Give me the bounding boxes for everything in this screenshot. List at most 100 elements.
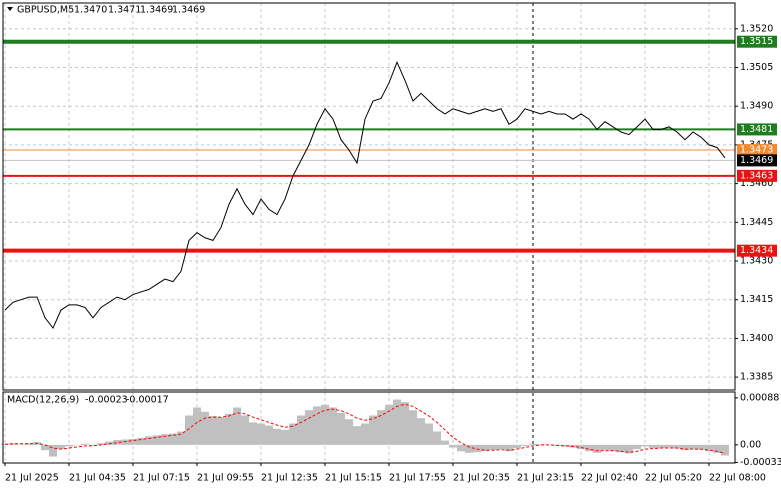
macd-bar — [401, 402, 409, 445]
level-label-box — [737, 144, 777, 157]
y-tick-label: 1.3505 — [740, 62, 773, 73]
macd-bar — [393, 399, 401, 445]
x-tick-label: 21 Jul 17:55 — [389, 473, 446, 484]
level-label-box — [737, 154, 777, 167]
macd-bar — [105, 441, 113, 445]
macd-bar — [121, 439, 129, 445]
macd-bar — [65, 444, 73, 447]
macd-bar — [441, 440, 449, 445]
macd-bar — [585, 444, 593, 452]
macd-bar — [433, 431, 441, 445]
macd-signal-value: -0.00017 — [126, 395, 169, 406]
macd-value: -0.00023 — [85, 395, 128, 406]
macd-bar — [593, 444, 601, 453]
macd-bar — [633, 444, 641, 450]
macd-bar — [177, 431, 185, 445]
macd-bar — [201, 411, 209, 445]
ohlc-high: 1.3471 — [108, 5, 141, 16]
macd-bar — [561, 444, 569, 447]
y-tick-label: 1.3430 — [740, 256, 773, 267]
macd-bar — [617, 444, 625, 453]
level-label: 1.3463 — [740, 170, 773, 181]
macd-bar — [345, 419, 353, 445]
level-label-box — [737, 169, 777, 182]
macd-bar — [497, 444, 505, 450]
ohlc-open: 1.3470 — [74, 5, 107, 16]
macd-bar — [49, 444, 57, 457]
macd-bar — [329, 407, 337, 445]
macd-y-tick-label: -0.00033 — [740, 457, 781, 468]
macd-bar — [41, 444, 49, 451]
macd-bar — [161, 434, 169, 445]
macd-bar — [449, 444, 457, 448]
macd-bar — [609, 444, 617, 452]
y-tick-label: 1.3400 — [740, 333, 773, 344]
macd-bar — [313, 406, 321, 445]
macd-bar — [257, 423, 265, 445]
macd-bar — [369, 415, 377, 445]
macd-bar — [321, 404, 329, 445]
macd-bar — [385, 404, 393, 445]
x-tick-label: 22 Jul 05:20 — [645, 473, 702, 484]
level-label: 1.3469 — [740, 155, 773, 166]
macd-bar — [649, 444, 657, 449]
macd-bar — [225, 413, 233, 445]
x-tick-label: 21 Jul 12:35 — [261, 473, 318, 484]
macd-y-tick-label: 0.00088 — [740, 392, 779, 403]
macd-bar — [473, 444, 481, 453]
macd-bar — [625, 444, 633, 454]
ohlc-low: 1.3469 — [140, 5, 173, 16]
macd-bar — [265, 425, 273, 445]
macd-title: MACD(12,26,9) — [7, 395, 79, 406]
macd-bar — [129, 438, 137, 445]
y-tick-label: 1.3415 — [740, 294, 773, 305]
macd-bar — [233, 407, 241, 445]
macd-bar — [9, 443, 17, 445]
macd-bar — [689, 444, 697, 450]
macd-bar — [705, 444, 713, 452]
level-label: 1.3473 — [740, 145, 773, 156]
macd-bar — [217, 417, 225, 445]
macd-bar — [17, 444, 25, 445]
macd-bar — [489, 444, 497, 451]
collapse-icon — [7, 7, 13, 11]
level-label: 1.3515 — [740, 36, 773, 47]
macd-bar — [641, 444, 649, 447]
y-tick-label: 1.3445 — [740, 217, 773, 228]
macd-bar — [417, 418, 425, 445]
macd-bar — [145, 436, 153, 445]
macd-bar — [673, 444, 681, 449]
macd-bar — [481, 444, 489, 452]
macd-bar — [425, 423, 433, 445]
macd-bar — [657, 444, 665, 449]
macd-bar — [209, 416, 217, 445]
x-tick-label: 22 Jul 08:00 — [709, 473, 766, 484]
macd-bar — [721, 444, 729, 456]
y-tick-label: 1.3385 — [740, 372, 773, 383]
macd-bar — [137, 437, 145, 445]
macd-bar — [297, 415, 305, 445]
macd-bar — [529, 443, 537, 445]
macd-bar — [681, 444, 689, 451]
macd-bar — [25, 443, 33, 445]
x-tick-label: 21 Jul 20:35 — [453, 473, 510, 484]
x-tick-label: 21 Jul 2025 — [5, 473, 59, 484]
x-tick-label: 21 Jul 15:15 — [325, 473, 382, 484]
macd-bar — [465, 444, 473, 453]
y-tick-label: 1.3460 — [740, 178, 773, 189]
symbol: GBPUSD,M5 — [17, 5, 74, 16]
macd-bar — [361, 423, 369, 445]
x-tick-label: 21 Jul 04:35 — [69, 473, 126, 484]
macd-signal-line — [4, 403, 726, 454]
macd-bar — [305, 410, 313, 445]
x-tick-label: 21 Jul 07:15 — [133, 473, 190, 484]
macd-bar — [169, 433, 177, 445]
macd-bar — [193, 407, 201, 445]
ohlc-close: 1.3469 — [172, 5, 205, 16]
macd-bar — [377, 410, 385, 445]
macd-bar — [281, 429, 289, 445]
macd-bar — [289, 423, 297, 445]
macd-bar — [513, 444, 521, 449]
macd-bar — [665, 444, 673, 448]
level-label: 1.3481 — [740, 124, 773, 135]
